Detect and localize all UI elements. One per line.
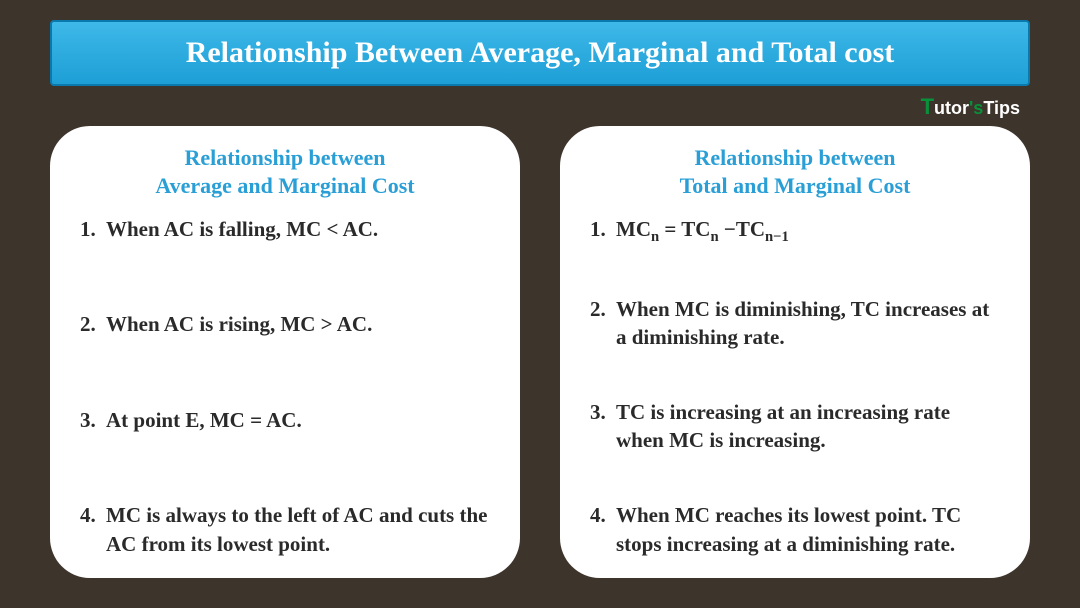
item-text: When AC is falling, MC < AC. — [106, 215, 490, 243]
list-item: 2. When AC is rising, MC > AC. — [80, 310, 490, 338]
list-item: 1. MCn = TCn −TCn−1 — [590, 215, 1000, 248]
item-number: 3. — [80, 406, 106, 434]
cards-container: Relationship between Average and Margina… — [50, 126, 1030, 578]
item-number: 4. — [590, 501, 616, 558]
logo-accent-char: T — [921, 94, 934, 119]
item-number: 4. — [80, 501, 106, 558]
left-title-line2: Average and Marginal Cost — [155, 173, 414, 198]
right-title-line2: Total and Marginal Cost — [680, 173, 911, 198]
item-text: When MC reaches its lowest point. TC sto… — [616, 501, 1000, 558]
left-card-body: 1. When AC is falling, MC < AC. 2. When … — [80, 215, 490, 558]
item-number: 2. — [590, 295, 616, 352]
item-text: When MC is diminishing, TC increases at … — [616, 295, 1000, 352]
item-text: MC is always to the left of AC and cuts … — [106, 501, 490, 558]
left-card-title: Relationship between Average and Margina… — [80, 144, 490, 199]
left-card: Relationship between Average and Margina… — [50, 126, 520, 578]
list-item: 3. At point E, MC = AC. — [80, 406, 490, 434]
item-number: 2. — [80, 310, 106, 338]
right-title-line1: Relationship between — [694, 145, 895, 170]
item-text: When AC is rising, MC > AC. — [106, 310, 490, 338]
left-title-line1: Relationship between — [184, 145, 385, 170]
list-item: 4. When MC reaches its lowest point. TC … — [590, 501, 1000, 558]
logo-apostrophe: 's — [969, 98, 983, 118]
right-card-title: Relationship between Total and Marginal … — [590, 144, 1000, 199]
logo-part1: utor — [934, 98, 969, 118]
list-item: 3. TC is increasing at an increasing rat… — [590, 398, 1000, 455]
list-item: 1. When AC is falling, MC < AC. — [80, 215, 490, 243]
item-text: MCn = TCn −TCn−1 — [616, 215, 1000, 248]
logo-part2: Tips — [983, 98, 1020, 118]
item-text: At point E, MC = AC. — [106, 406, 490, 434]
logo-row: Tutor'sTips — [50, 94, 1030, 120]
item-number: 1. — [80, 215, 106, 243]
right-card-body: 1. MCn = TCn −TCn−1 2. When MC is dimini… — [590, 215, 1000, 558]
list-item: 2. When MC is diminishing, TC increases … — [590, 295, 1000, 352]
item-text: TC is increasing at an increasing rate w… — [616, 398, 1000, 455]
list-item: 4. MC is always to the left of AC and cu… — [80, 501, 490, 558]
logo: Tutor'sTips — [921, 98, 1020, 118]
right-card: Relationship between Total and Marginal … — [560, 126, 1030, 578]
main-title: Relationship Between Average, Marginal a… — [50, 20, 1030, 86]
item-number: 1. — [590, 215, 616, 248]
item-number: 3. — [590, 398, 616, 455]
